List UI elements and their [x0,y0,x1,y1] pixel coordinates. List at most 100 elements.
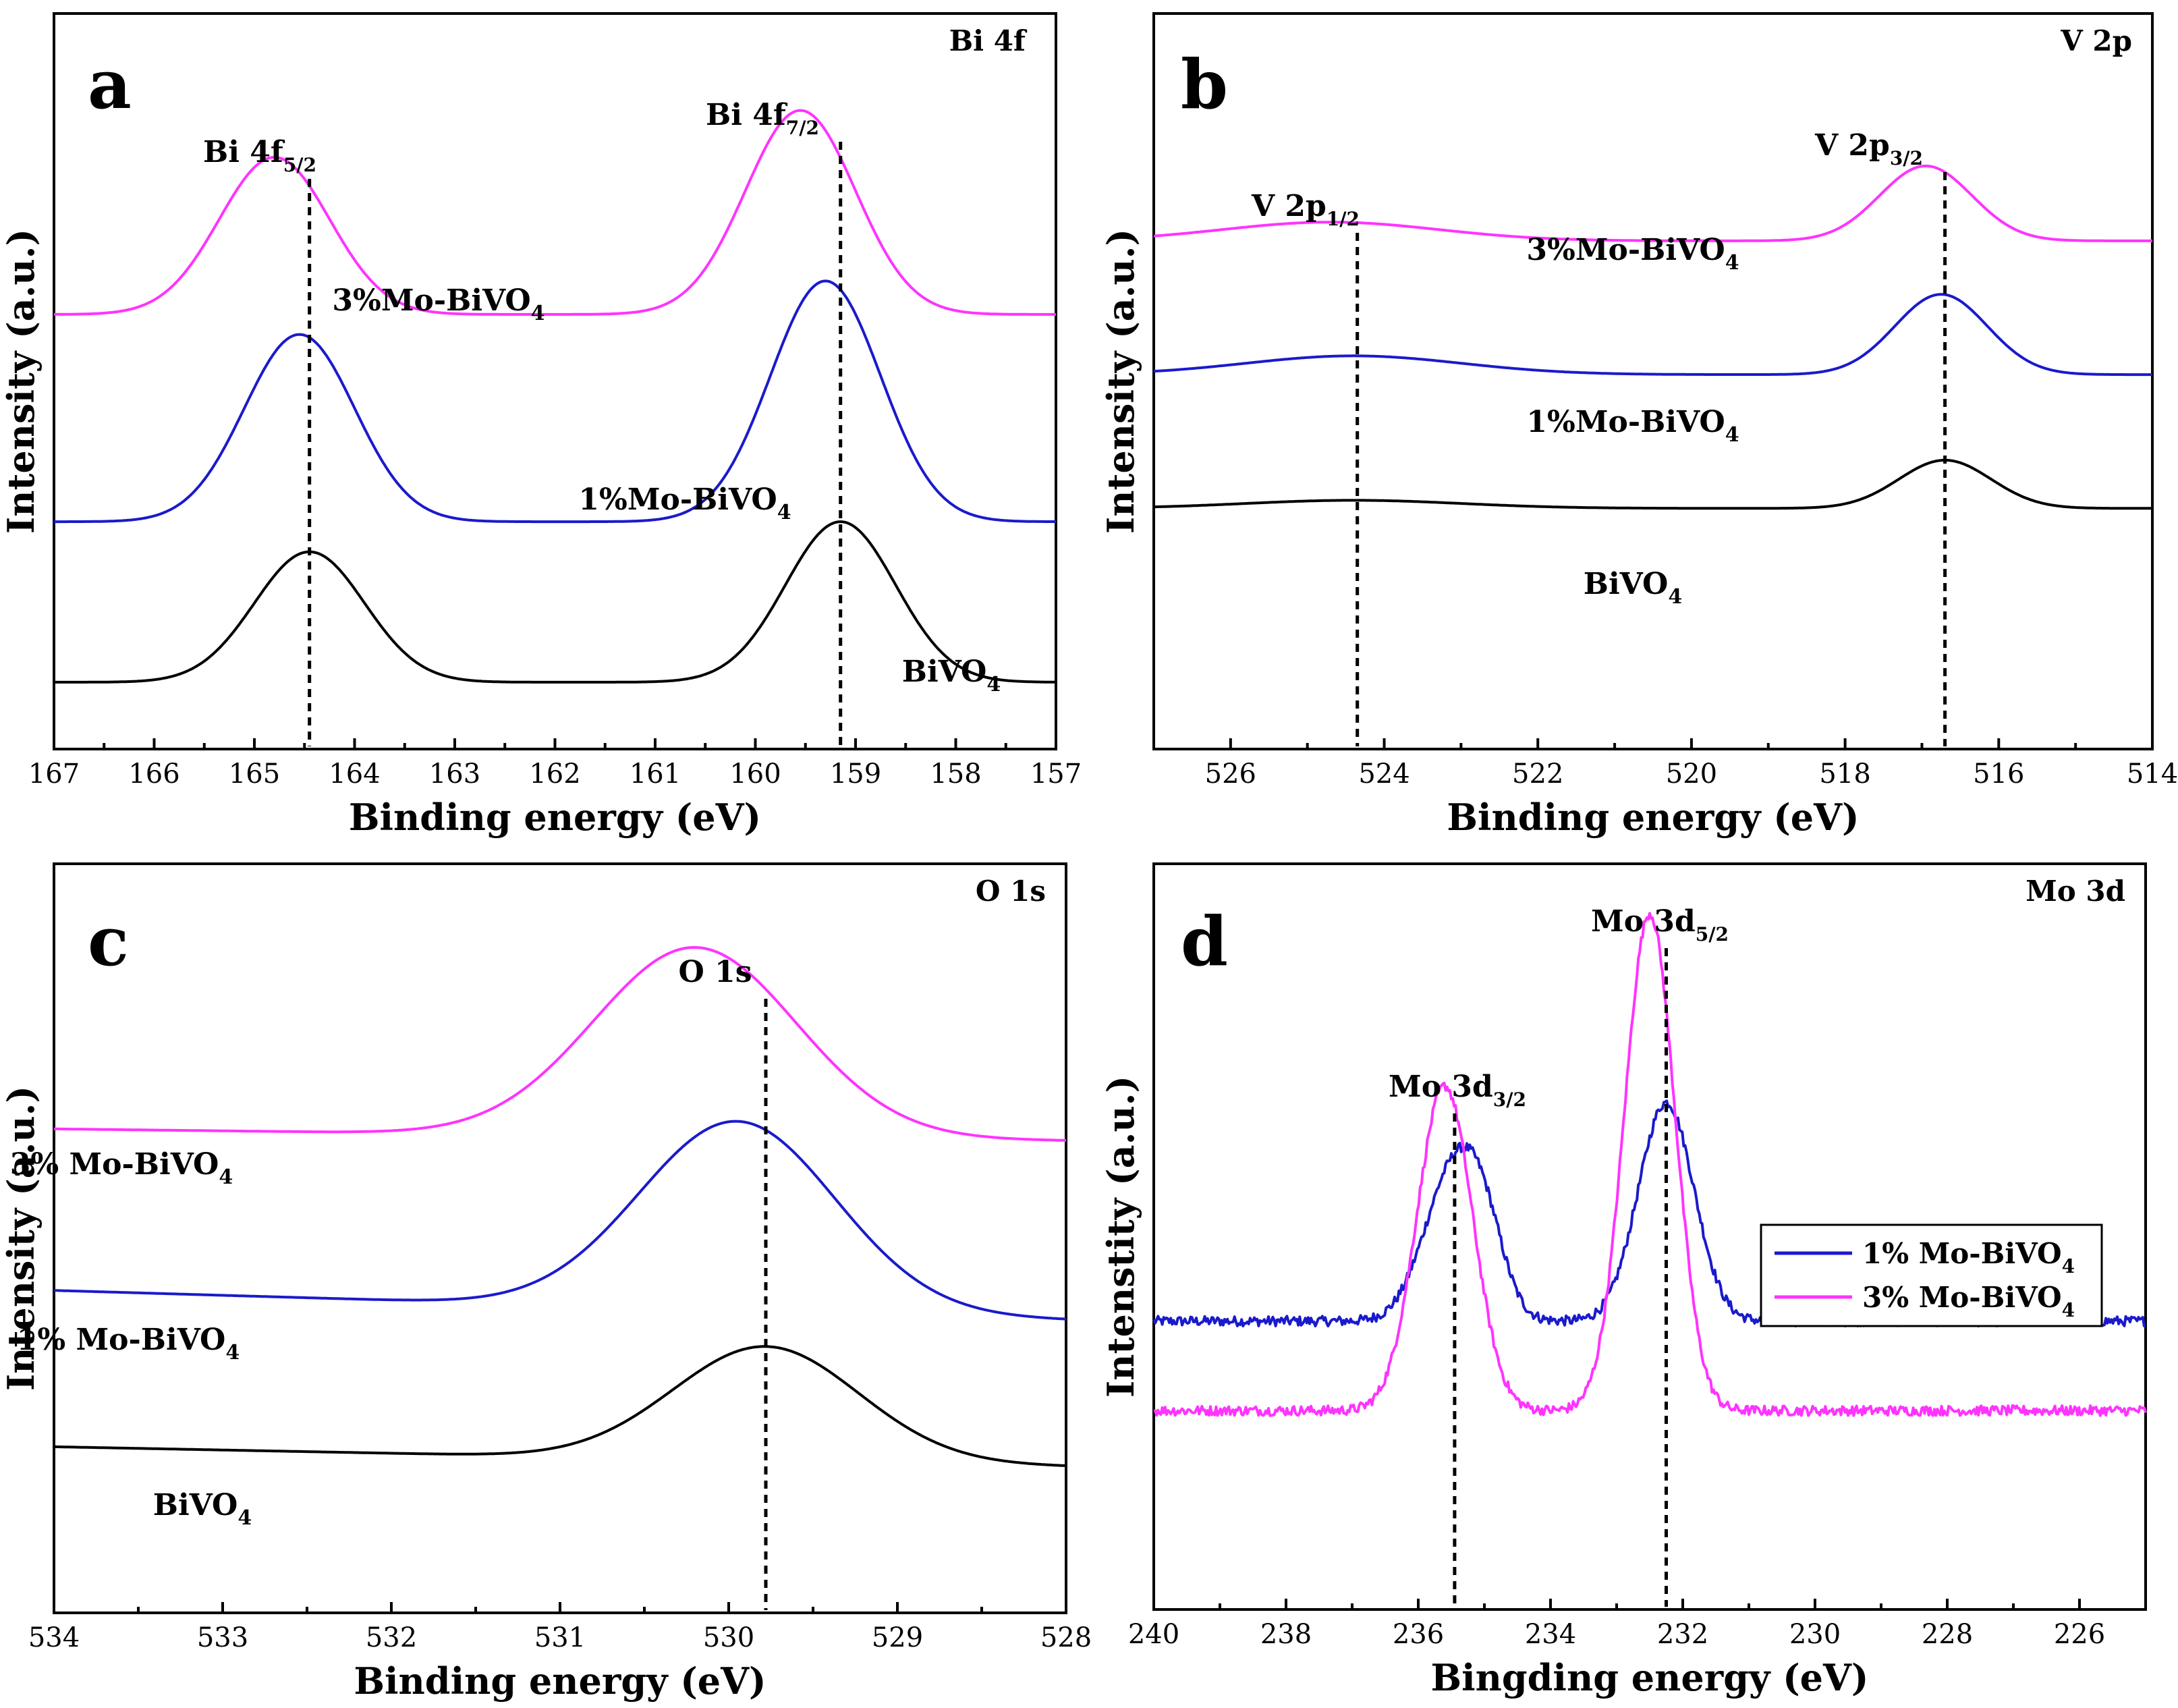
peak-label-0-main: Bi 4f [203,135,285,169]
peak-label-1-main: V 2p [1814,128,1890,163]
legend-entry-1-main: 3% Mo-BiVO [1862,1281,2062,1314]
peak-label-0-main: O 1s [678,955,752,989]
plot-frame [1152,12,2154,750]
peak-label-0-sub: 5/2 [283,154,316,176]
series-label-1-sub: 4 [1725,423,1739,447]
panel-d: 240 238 236 234 232 230 228 226 Bingding energy … [1099,862,2147,1699]
x-tick-label: 165 [229,759,280,790]
panel-a: 167 166 165 164 163 162 161 160 159 158 157 Binding… [0,12,1082,839]
x-tick-label: 516 [1973,759,2024,790]
x-tick-label: 240 [1128,1619,1179,1650]
peak-label-1-sub: 5/2 [1696,923,1729,945]
legend-entry-1-sub: 4 [2062,1299,2075,1321]
series-line-1 [54,279,1056,524]
x-tick-label: 164 [329,759,380,790]
series-label-0: BiVO4 [1584,567,1682,609]
peak-label-0-main: Mo 3d [1389,1070,1493,1104]
series-label-0: BiVO4 [153,1488,252,1530]
x-tick-label: 232 [1657,1619,1708,1650]
series-label-1: 1%Mo-BiVO4 [578,483,791,524]
panel-letter: a [88,45,132,124]
series-line-2 [53,945,1067,1142]
legend-entry-0-main: 1% Mo-BiVO [1862,1237,2062,1270]
panel-b: 526 524 522 520 518 516 514 Binding energy (eV)… [1099,12,2178,839]
peak-label-0-sub: 1/2 [1327,208,1360,230]
panel-letter: c [88,902,129,981]
series-line-0 [1153,458,2152,510]
series-line-2 [1153,164,2152,242]
y-axis-title: Intenstity (a.u.) [1099,1076,1142,1398]
x-tick-label: 228 [1922,1619,1973,1650]
x-tick-label: 534 [28,1622,80,1653]
y-axis-title: Intensity (a.u.) [0,229,43,534]
peak-label-1-main: Mo 3d [1591,904,1696,939]
series-label-0-main: BiVO [1584,567,1669,601]
series-label-0-sub: 4 [238,1506,252,1530]
x-tick-label: 529 [872,1622,923,1653]
panel-c: 534 533 532 531 530 529 528 Binding energy (eV)… [0,862,1092,1703]
corner-label: V 2p [2060,24,2132,57]
x-tick-label: 236 [1393,1619,1444,1650]
corner-label: Bi 4f [949,24,1028,57]
x-tick-label: 533 [197,1622,248,1653]
x-axis-title: Binding energy (eV) [1447,796,1859,839]
peak-label-0-main: V 2p [1251,189,1327,223]
series-line-1 [1153,293,2152,377]
x-tick-label: 531 [534,1622,586,1653]
x-tick-label: 162 [529,759,580,790]
peak-label-0-sub: 3/2 [1493,1089,1526,1111]
peak-label-1-main: Bi 4f [706,98,788,132]
corner-label: Mo 3d [2026,875,2125,908]
x-tick-label: 234 [1525,1619,1576,1650]
y-axis-title: Intensity (a.u.) [1099,229,1142,534]
series-label-1-main: 1% Mo-BiVO [17,1323,226,1357]
series-label-0-sub: 4 [986,673,1001,696]
x-tick-label: 528 [1040,1622,1092,1653]
peak-label-1: V 2p3/2 [1814,128,1923,169]
peak-label-0: Bi 4f5/2 [203,135,316,176]
series-label-0-main: BiVO [153,1488,238,1522]
corner-label: O 1s [976,875,1046,908]
series-line-2 [54,109,1056,316]
legend-entry-0: 1% Mo-BiVO4 [1862,1237,2075,1277]
peak-label-0: Mo 3d3/2 [1389,1070,1526,1111]
series-label-1: 1% Mo-BiVO4 [17,1323,240,1365]
plot-frame [53,12,1057,750]
series-label-2-sub: 4 [531,302,545,325]
x-tick-label: 226 [2054,1619,2105,1650]
panel-letter: b [1181,45,1228,124]
series-label-2-sub: 4 [1725,251,1739,275]
series-label-0-sub: 4 [1668,585,1682,609]
x-tick-label: 532 [366,1622,417,1653]
peak-label-0: V 2p1/2 [1251,189,1360,230]
peak-label-1-sub: 7/2 [786,117,819,139]
x-tick-label: 159 [830,759,881,790]
x-tick-label: 524 [1358,759,1409,790]
x-tick-label: 526 [1205,759,1256,790]
x-tick-label: 157 [1030,759,1082,790]
x-tick-label: 158 [930,759,981,790]
x-tick-label: 166 [128,759,179,790]
peak-label-1-sub: 3/2 [1890,147,1923,169]
panel-letter: d [1181,902,1228,981]
y-axis-title: Intensity (a.u.) [0,1086,43,1391]
legend-entry-0-sub: 4 [2062,1255,2075,1277]
series-line-1 [53,1120,1067,1321]
x-tick-label: 518 [1819,759,1870,790]
series-label-0: BiVO4 [902,655,1001,696]
peak-label-1: Bi 4f7/2 [706,98,819,139]
series-label-1-main: 1%Mo-BiVO [1526,405,1725,439]
series-label-1-main: 1%Mo-BiVO [578,483,777,517]
x-tick-label: 230 [1789,1619,1841,1650]
x-tick-label: 530 [703,1622,754,1653]
x-tick-label: 520 [1666,759,1717,790]
x-tick-label: 514 [2127,759,2178,790]
series-line-0 [54,1345,1067,1467]
series-label-2: 3%Mo-BiVO4 [332,283,544,325]
series-label-2: 3%Mo-BiVO4 [1526,233,1739,275]
peak-label-0: O 1s [678,955,752,989]
legend-entry-1: 3% Mo-BiVO4 [1862,1281,2075,1321]
x-tick-label: 163 [429,759,480,790]
